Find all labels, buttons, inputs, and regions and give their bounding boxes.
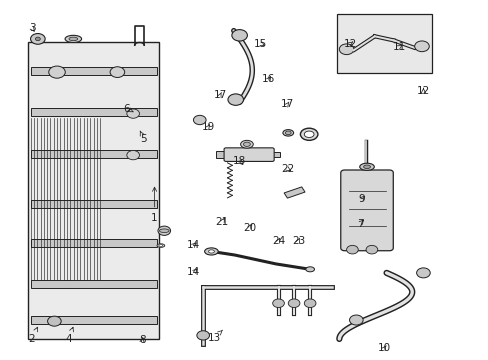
Text: 13: 13 — [207, 330, 222, 343]
Circle shape — [414, 41, 428, 52]
Circle shape — [349, 315, 363, 325]
Circle shape — [231, 30, 247, 41]
Ellipse shape — [157, 244, 164, 247]
Circle shape — [110, 67, 124, 77]
Ellipse shape — [243, 142, 250, 147]
Ellipse shape — [65, 35, 81, 42]
Text: 15: 15 — [253, 39, 266, 49]
Circle shape — [339, 44, 353, 55]
Text: 5: 5 — [140, 131, 147, 144]
Circle shape — [126, 109, 139, 118]
Ellipse shape — [285, 131, 290, 135]
Text: 1: 1 — [151, 187, 158, 222]
Ellipse shape — [240, 140, 253, 148]
Ellipse shape — [283, 130, 293, 136]
Text: 12: 12 — [343, 39, 356, 49]
Ellipse shape — [304, 131, 313, 138]
Ellipse shape — [69, 37, 78, 41]
Circle shape — [193, 115, 205, 125]
Bar — [30, 108, 157, 116]
Bar — [30, 239, 157, 247]
Circle shape — [49, 66, 65, 78]
Text: 8: 8 — [139, 335, 145, 345]
Circle shape — [30, 33, 45, 44]
Text: 23: 23 — [291, 236, 305, 246]
FancyBboxPatch shape — [340, 170, 392, 251]
Bar — [30, 67, 157, 75]
Circle shape — [197, 331, 209, 340]
Circle shape — [416, 268, 429, 278]
Text: 11: 11 — [392, 42, 405, 52]
Polygon shape — [284, 187, 305, 198]
Ellipse shape — [363, 165, 370, 168]
Ellipse shape — [159, 245, 163, 247]
Circle shape — [287, 299, 299, 307]
FancyBboxPatch shape — [224, 148, 274, 161]
Text: 16: 16 — [262, 74, 275, 84]
Text: 14: 14 — [187, 267, 200, 277]
Text: 9: 9 — [358, 194, 365, 203]
Bar — [30, 280, 157, 288]
Ellipse shape — [159, 229, 169, 233]
Text: 24: 24 — [271, 236, 285, 246]
Circle shape — [126, 150, 139, 160]
Circle shape — [227, 94, 243, 105]
Circle shape — [304, 299, 315, 307]
Ellipse shape — [208, 250, 214, 253]
Text: 3: 3 — [29, 23, 35, 33]
Circle shape — [47, 316, 61, 326]
Text: 19: 19 — [201, 122, 214, 132]
Text: 18: 18 — [233, 157, 246, 166]
Circle shape — [158, 226, 170, 235]
Text: 22: 22 — [281, 164, 294, 174]
Text: 12: 12 — [416, 86, 429, 96]
Circle shape — [366, 246, 377, 254]
Text: 6: 6 — [123, 104, 133, 113]
Bar — [30, 316, 157, 324]
Text: 10: 10 — [377, 343, 390, 353]
Bar — [30, 200, 157, 208]
Text: 20: 20 — [243, 223, 255, 233]
Circle shape — [346, 246, 358, 254]
Text: 4: 4 — [65, 327, 73, 344]
Text: 14: 14 — [187, 240, 200, 250]
Ellipse shape — [300, 128, 317, 140]
Bar — [30, 150, 157, 158]
Bar — [336, 14, 431, 73]
Ellipse shape — [305, 267, 314, 272]
Bar — [216, 152, 226, 158]
Ellipse shape — [35, 37, 40, 41]
Bar — [28, 42, 159, 339]
Ellipse shape — [359, 163, 373, 170]
Ellipse shape — [204, 248, 218, 255]
Text: 17: 17 — [280, 99, 293, 109]
Text: 17: 17 — [213, 90, 226, 100]
Text: 2: 2 — [29, 327, 38, 344]
Circle shape — [272, 299, 284, 307]
Bar — [271, 152, 280, 157]
Text: 21: 21 — [215, 217, 228, 227]
Text: 7: 7 — [356, 219, 363, 229]
